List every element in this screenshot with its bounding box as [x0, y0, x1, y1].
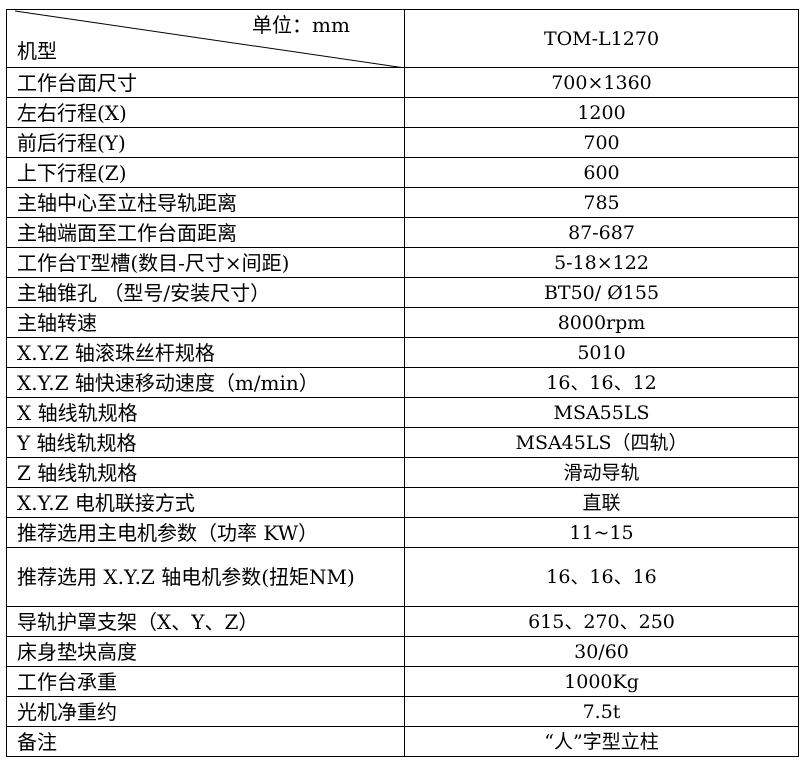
spec-label: 推荐选用主电机参数（功率 KW）	[6, 517, 405, 548]
spec-value: 600	[404, 157, 799, 188]
spec-value: 700×1360	[404, 67, 799, 98]
spec-label: X.Y.Z 轴滚珠丝杆规格	[6, 337, 405, 368]
spec-value: 5010	[404, 337, 799, 368]
table-row: 左右行程(X) 1200	[6, 97, 799, 128]
spec-value: 1000Kg	[404, 666, 799, 697]
table-row: Y 轴线轨规格 MSA45LS（四轨）	[6, 427, 799, 458]
table-row: 工作台承重 1000Kg	[6, 666, 799, 697]
spec-value: “人”字型立柱	[404, 726, 799, 757]
spec-value: 30/60	[404, 636, 799, 667]
table-row: 备注 “人”字型立柱	[6, 726, 799, 757]
spec-label: X.Y.Z 电机联接方式	[6, 487, 405, 518]
spec-label: 上下行程(Z)	[6, 157, 405, 188]
spec-label: 主轴端面至工作台面距离	[6, 217, 405, 248]
diagonal-line	[14, 10, 399, 67]
spec-value: MSA55LS	[404, 397, 799, 428]
spec-label: 导轨护罩支架（X、Y、Z）	[6, 606, 405, 637]
table-row: 工作台T型槽(数目-尺寸×间距) 5-18×122	[6, 247, 799, 278]
spec-label: 主轴锥孔 （型号/安装尺寸）	[6, 277, 405, 308]
spec-value: 16、16、12	[404, 367, 799, 398]
unit-label: 单位：mm	[252, 13, 350, 37]
model-label: 机型	[17, 39, 57, 63]
spec-label: X 轴线轨规格	[6, 397, 405, 428]
spec-value: 16、16、16	[404, 547, 799, 607]
spec-value: 11~15	[404, 517, 799, 548]
table-row: X 轴线轨规格 MSA55LS	[6, 397, 799, 428]
header-row: 单位：mm 机型 TOM-L1270	[6, 9, 799, 68]
table-row: 光机净重约 7.5t	[6, 696, 799, 727]
table-row: Z 轴线轨规格 滑动导轨	[6, 457, 799, 488]
diagonal-header-cell: 单位：mm 机型	[6, 9, 405, 68]
spec-value: 直联	[404, 487, 799, 518]
spec-label: 推荐选用 X.Y.Z 轴电机参数(扭矩NM)	[6, 547, 405, 607]
spec-label: Z 轴线轨规格	[6, 457, 405, 488]
spec-value: MSA45LS（四轨）	[404, 427, 799, 458]
table-row: 床身垫块高度 30/60	[6, 636, 799, 667]
table-row: 主轴锥孔 （型号/安装尺寸） BT50/ Ø155	[6, 277, 799, 308]
spec-label: 工作台面尺寸	[6, 67, 405, 98]
spec-value: 8000rpm	[404, 307, 799, 338]
spec-value: 滑动导轨	[404, 457, 799, 488]
table-row: X.Y.Z 电机联接方式 直联	[6, 487, 799, 518]
spec-label: 主轴中心至立柱导轨距离	[6, 187, 405, 218]
spec-label: Y 轴线轨规格	[6, 427, 405, 458]
table-row: X.Y.Z 轴快速移动速度（m/min） 16、16、12	[6, 367, 799, 398]
table-row: 主轴中心至立柱导轨距离 785	[6, 187, 799, 218]
spec-label: 备注	[6, 726, 405, 757]
spec-value: 7.5t	[404, 696, 799, 727]
table-row: 推荐选用 X.Y.Z 轴电机参数(扭矩NM) 16、16、16	[6, 547, 799, 607]
spec-value: 785	[404, 187, 799, 218]
table-row: X.Y.Z 轴滚珠丝杆规格 5010	[6, 337, 799, 368]
spec-table: 单位：mm 机型 TOM-L1270 工作台面尺寸 700×1360 左右行程(X)…	[6, 9, 799, 757]
spec-label: 床身垫块高度	[6, 636, 405, 667]
table-row: 前后行程(Y) 700	[6, 127, 799, 158]
table-row: 主轴端面至工作台面距离 87-687	[6, 217, 799, 248]
spec-label: 主轴转速	[6, 307, 405, 338]
table-row: 上下行程(Z) 600	[6, 157, 799, 188]
spec-label: 光机净重约	[6, 696, 405, 727]
spec-value: 615、270、250	[404, 606, 799, 637]
spec-label: 左右行程(X)	[6, 97, 405, 128]
table-row: 主轴转速 8000rpm	[6, 307, 799, 338]
spec-label: 工作台承重	[6, 666, 405, 697]
spec-value: BT50/ Ø155	[404, 277, 799, 308]
model-value: TOM-L1270	[404, 9, 799, 68]
spec-value: 5-18×122	[404, 247, 799, 278]
spec-value: 87-687	[404, 217, 799, 248]
table-row: 导轨护罩支架（X、Y、Z） 615、270、250	[6, 606, 799, 637]
table-row: 推荐选用主电机参数（功率 KW） 11~15	[6, 517, 799, 548]
spec-value: 1200	[404, 97, 799, 128]
table-row: 工作台面尺寸 700×1360	[6, 67, 799, 98]
spec-label: 工作台T型槽(数目-尺寸×间距)	[6, 247, 405, 278]
spec-value: 700	[404, 127, 799, 158]
spec-label: X.Y.Z 轴快速移动速度（m/min）	[6, 367, 405, 398]
spec-label: 前后行程(Y)	[6, 127, 405, 158]
